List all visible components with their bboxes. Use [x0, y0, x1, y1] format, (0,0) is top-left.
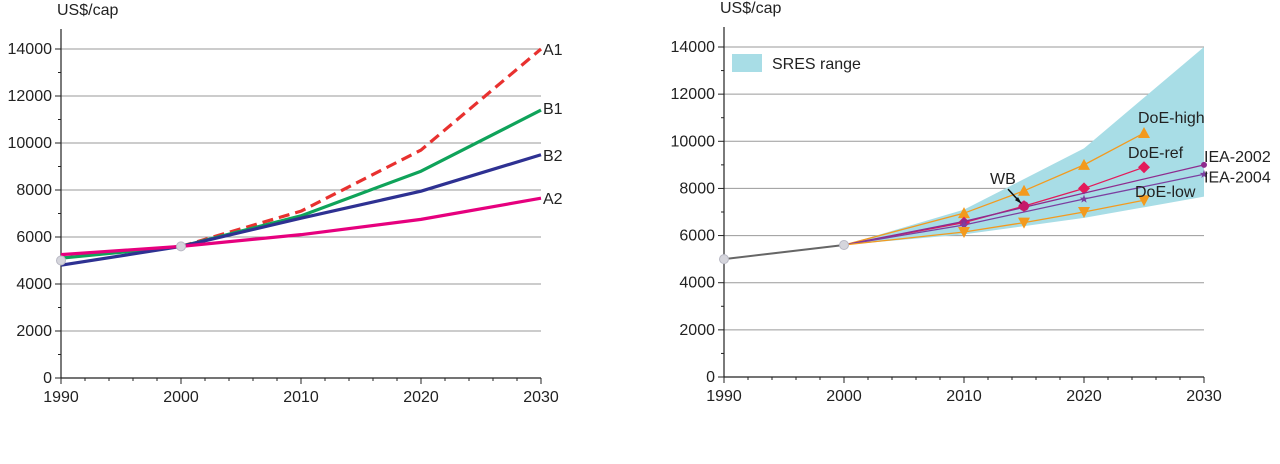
- x-tick-label-2000: 2000: [826, 388, 862, 405]
- x-tick-label-2030: 2030: [523, 389, 559, 406]
- sres-range-band: [844, 47, 1204, 245]
- series-iea-2004: IEA-2004: [843, 169, 1271, 246]
- y-tick-label-2000: 2000: [16, 323, 52, 340]
- y-tick-label-4000: 4000: [16, 276, 52, 293]
- x-tick-label-2020: 2020: [1066, 388, 1102, 405]
- x-tick-label-1990: 1990: [706, 388, 742, 405]
- series-label-a2: A2: [543, 191, 563, 208]
- y-tick-label-12000: 12000: [8, 88, 53, 105]
- point-doe-low-2025: [1138, 195, 1150, 207]
- legend-swatch-sres: [732, 54, 762, 72]
- point-doe-high-2010: [958, 207, 970, 219]
- series-doe-low: DoE-low: [843, 184, 1196, 246]
- point-iea-2004-2030: [1199, 169, 1209, 178]
- legend-label-sres: SRES range: [772, 56, 861, 73]
- series-label-doe-ref: DoE-ref: [1128, 145, 1184, 162]
- history-marker-2000: [839, 240, 849, 250]
- series-label-doe-high: DoE-high: [1138, 110, 1205, 127]
- wb-pointer-head: [1015, 197, 1022, 205]
- series-a1: A1: [180, 42, 563, 248]
- x-tick-label-2010: 2010: [946, 388, 982, 405]
- history-marker-1990: [719, 254, 729, 265]
- y-axis-unit-label: US$/cap: [57, 2, 118, 19]
- point-doe-high-2020: [1078, 158, 1090, 170]
- y-tick-label-0: 0: [43, 370, 52, 387]
- point-doe-ref-2025: [1138, 161, 1150, 174]
- y-tick-label-10000: 10000: [671, 133, 716, 150]
- series-line-iea-2004: [843, 173, 1205, 246]
- left-panel-scenarios: 0 2000 4000 6000 8000 10000 12000 14000 1990 2000…: [8, 2, 563, 406]
- y-tick-label-12000: 12000: [671, 86, 716, 103]
- series-doe-high: DoE-high: [843, 110, 1205, 246]
- y-tick-label-0: 0: [706, 369, 715, 386]
- y-tick-label-8000: 8000: [16, 182, 52, 199]
- series-label-iea-2004: IEA-2004: [1204, 169, 1271, 186]
- series-line-a1: [180, 47, 543, 248]
- y-tick-label-6000: 6000: [679, 228, 715, 245]
- x-tick-label-2010: 2010: [283, 389, 319, 406]
- y-tick-label-8000: 8000: [679, 180, 715, 197]
- x-tick-label-1990: 1990: [43, 389, 79, 406]
- y-tick-label-6000: 6000: [16, 229, 52, 246]
- x-tick-label-2000: 2000: [163, 389, 199, 406]
- series-a2: A2: [60, 191, 563, 257]
- y-tick-label-14000: 14000: [8, 41, 53, 58]
- series-label-a1: A1: [543, 42, 563, 59]
- y-tick-label-14000: 14000: [671, 39, 716, 56]
- series-label-iea-2002: IEA-2002: [1204, 149, 1271, 166]
- point-doe-low-2020: [1078, 207, 1090, 218]
- point-iea-2004-2010: [959, 220, 969, 229]
- series-label-doe-low: DoE-low: [1135, 184, 1196, 201]
- history-marker-1990: [56, 255, 66, 266]
- x-tick-label-2020: 2020: [403, 389, 439, 406]
- y-tick-label-4000: 4000: [679, 275, 715, 292]
- historical-line: [723, 244, 845, 261]
- point-doe-high-2025: [1138, 127, 1150, 139]
- y-tick-label-10000: 10000: [8, 135, 53, 152]
- point-doe-high-2015: [1018, 184, 1030, 196]
- history-marker-2000: [176, 241, 186, 252]
- series-line-b2: [60, 153, 542, 267]
- x-tick-label-2030: 2030: [1186, 388, 1222, 405]
- series-line-a2: [60, 196, 542, 257]
- series-label-wb: WB: [990, 171, 1016, 188]
- point-iea-2002-2030: [1201, 161, 1207, 168]
- point-doe-low-2010: [958, 227, 970, 239]
- point-doe-low-2015: [1018, 217, 1030, 229]
- y-axis-unit-label: US$/cap: [720, 0, 781, 17]
- right-panel-projections: 0 2000 4000 6000 8000 10000 12000 14000 1990 2000…: [671, 0, 1271, 405]
- point-iea-2004-2020: [1079, 194, 1089, 203]
- series-wb: WB: [990, 171, 1029, 212]
- point-doe-ref-2020: [1078, 182, 1090, 195]
- series-label-b2: B2: [543, 148, 563, 165]
- y-tick-label-2000: 2000: [679, 322, 715, 339]
- series-b2: B2: [60, 148, 563, 267]
- series-label-b1: B1: [543, 101, 563, 118]
